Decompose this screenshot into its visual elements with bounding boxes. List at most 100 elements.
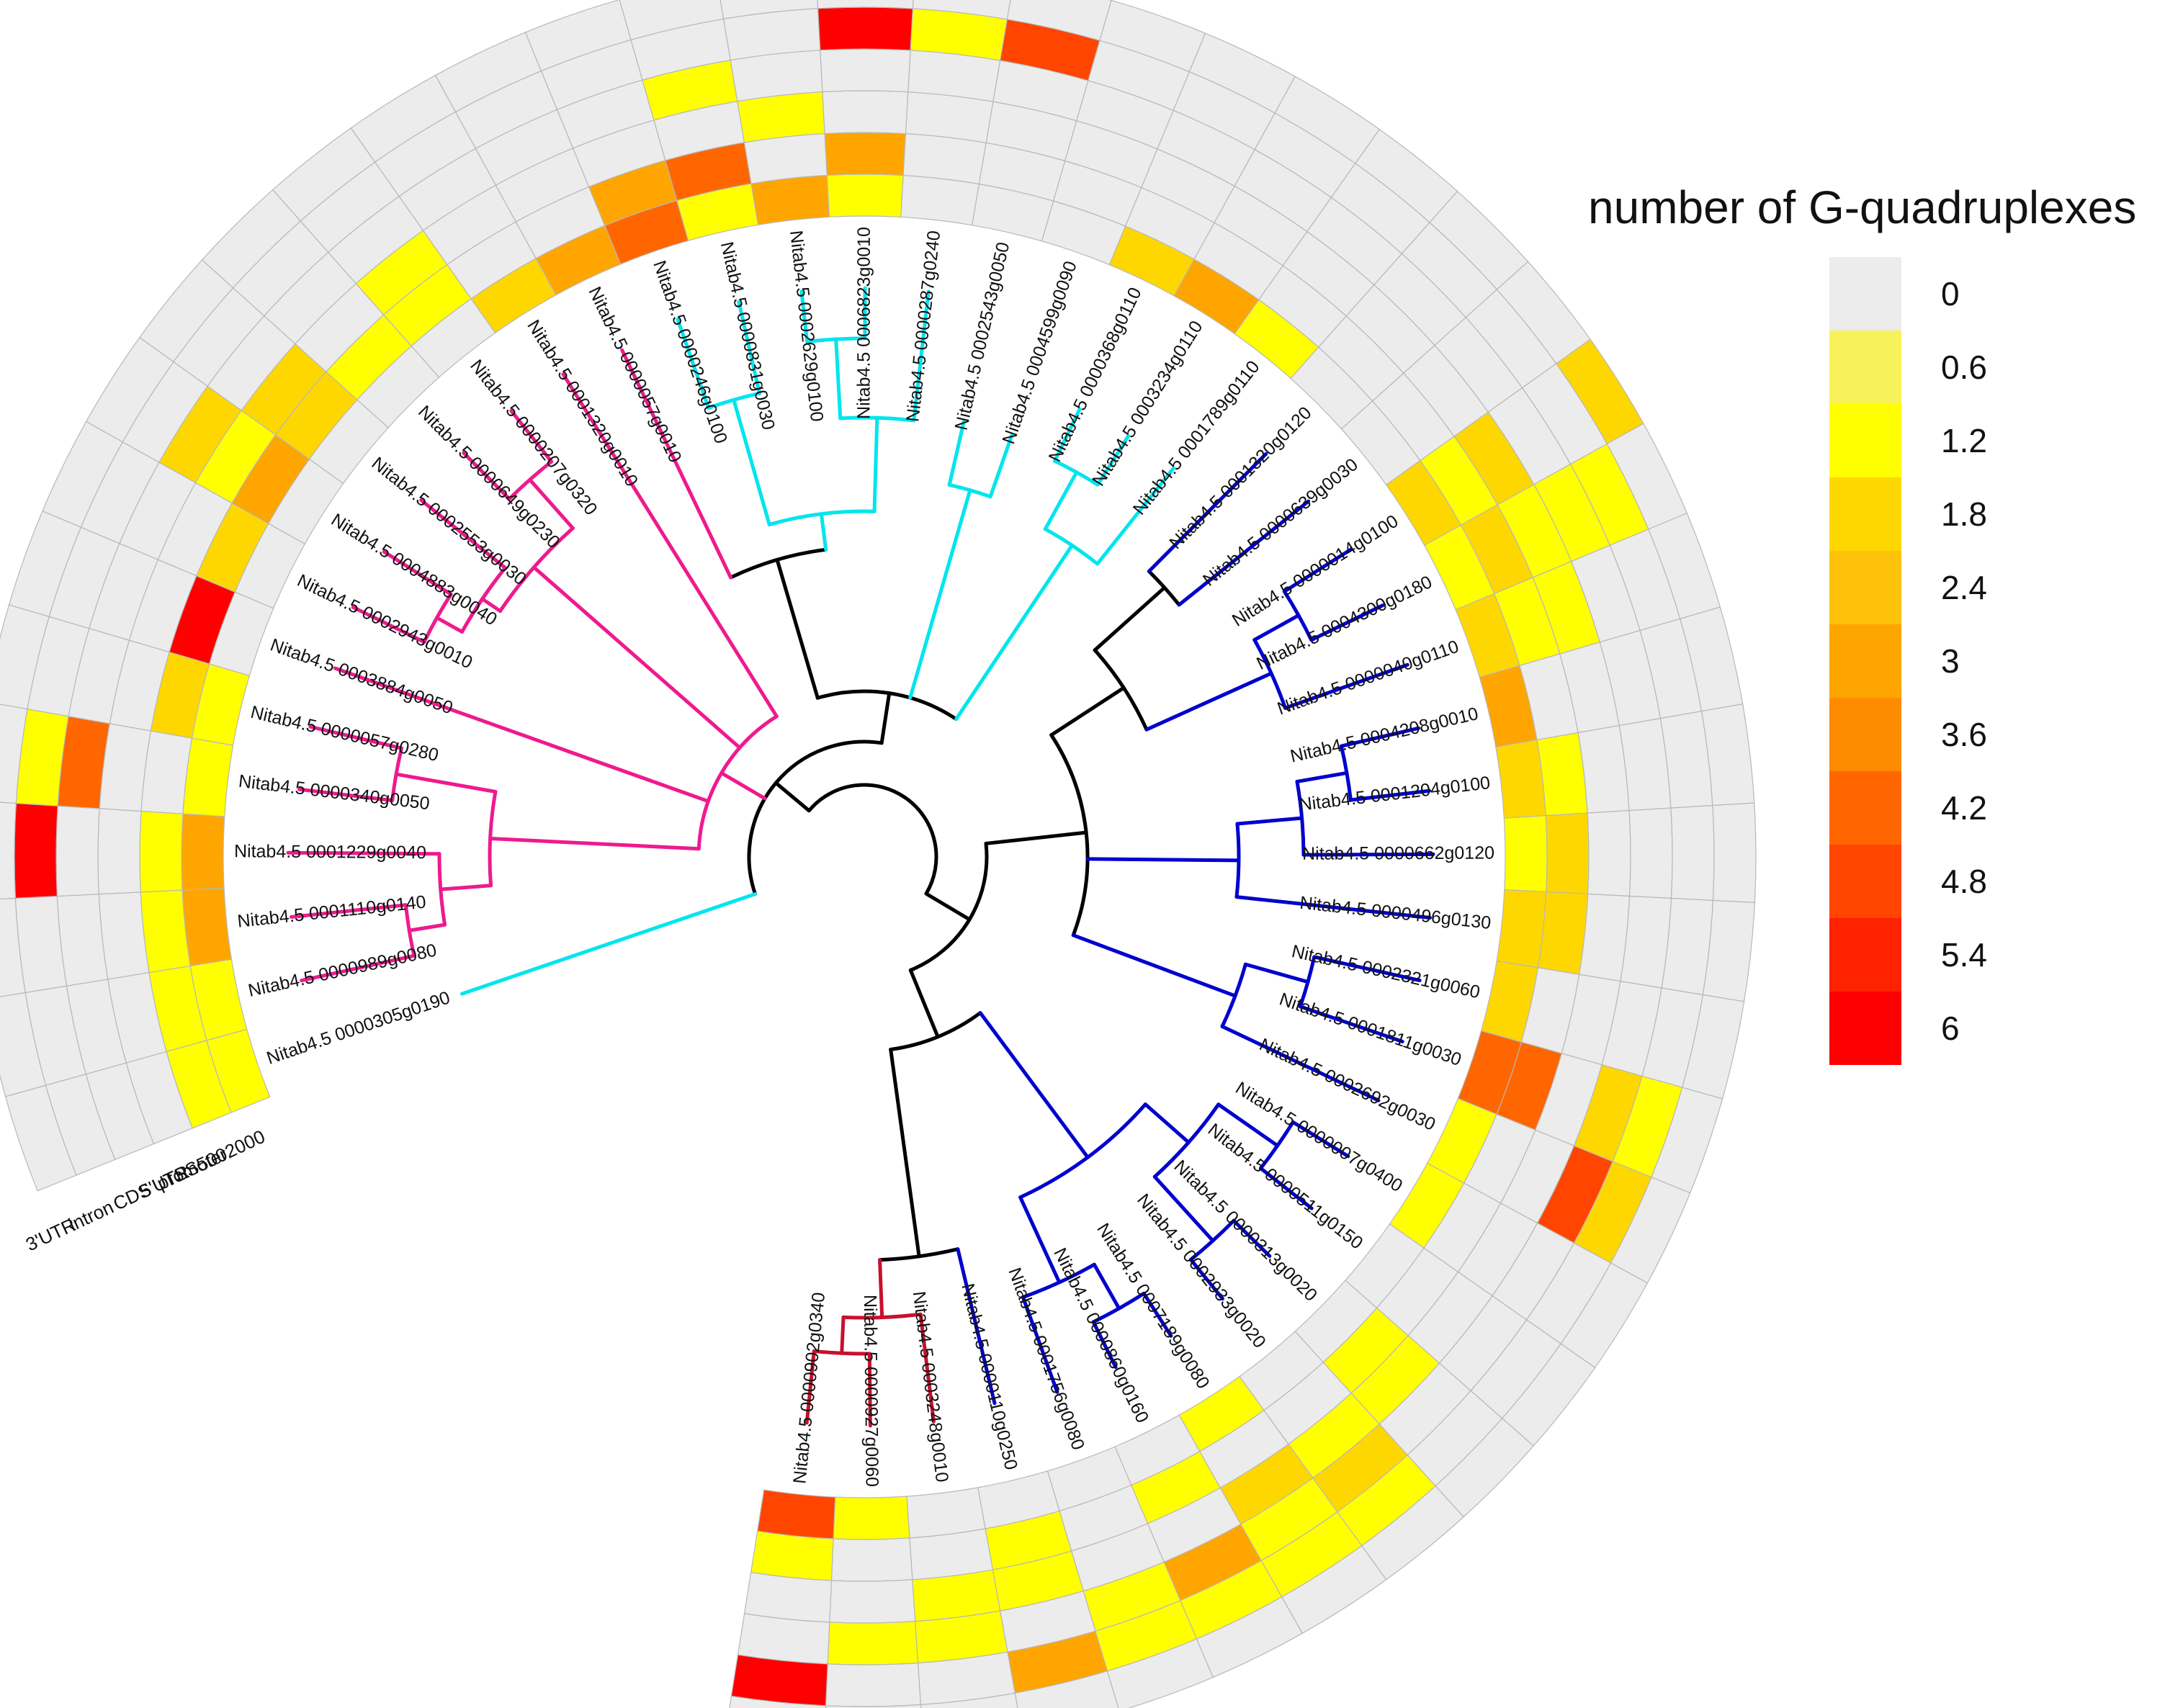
tree-branch (1220, 1024, 1381, 1102)
heatmap-cell (1503, 815, 1548, 893)
tree-branch (1309, 603, 1385, 642)
heatmap-cell (139, 810, 184, 893)
tree-branch (1018, 1195, 1062, 1285)
heatmap-cell (820, 48, 911, 93)
heatmap-cell (824, 132, 907, 176)
tree-branch (879, 691, 892, 745)
heatmap-cell (1545, 812, 1590, 895)
heatmap-cell (181, 813, 225, 891)
phylogenetic-tree (286, 286, 1435, 1428)
tree-branch (1052, 407, 1082, 463)
tree-branch (289, 903, 408, 919)
tree-branch (1298, 1004, 1404, 1044)
heatmap-cell (1670, 804, 1715, 902)
tree-arc (1049, 733, 1090, 938)
tree-arc (1234, 822, 1241, 899)
tree-branch (561, 372, 779, 719)
leaf-label: Nitab4.5 0000313g0020 (1170, 1156, 1321, 1305)
tree-branch (1283, 662, 1409, 710)
tree-branch (947, 420, 966, 487)
tree-arc (460, 566, 508, 634)
tree-branch (1252, 613, 1301, 642)
leaf-label: Nitab4.5 0002933g0020 (1133, 1190, 1270, 1352)
heatmap-cell (14, 802, 58, 899)
tree-branch (1143, 1102, 1191, 1144)
tree-branch (819, 512, 828, 552)
legend-tick-label: 0.6 (1941, 349, 1987, 386)
tree-arc (498, 526, 575, 613)
tree-root-arc (807, 783, 938, 895)
heatmap-cell (757, 1489, 836, 1540)
tree-branch (620, 348, 733, 580)
tree-arc (767, 509, 877, 526)
heatmap-cell (181, 887, 233, 967)
tree-branch (1232, 1218, 1272, 1258)
tree-branch (720, 770, 767, 801)
leaf-label: Nitab4.5 0000649g0230 (414, 402, 564, 552)
heatmap-cell (1628, 807, 1673, 899)
tree-branch (439, 884, 493, 891)
tree-arc (1295, 779, 1306, 857)
legend-tick-label: 3 (1941, 642, 1960, 680)
leaf-label: Nitab4.5 0002321g0060 (1290, 941, 1482, 1002)
heatmap-ring (0, 0, 1757, 1708)
heatmap-cell (0, 897, 26, 997)
heatmap-cell (912, 0, 1011, 20)
leaf-label: Nitab4.5 0002629g0100 (786, 230, 827, 423)
tree-branch (1291, 1120, 1350, 1159)
legend-tick-label: 1.8 (1941, 495, 1987, 533)
tree-branch (488, 836, 701, 851)
heatmap-cell (98, 891, 150, 980)
heatmap-cell (737, 1613, 830, 1665)
tree-branch (1091, 1320, 1118, 1370)
legend-swatch (1829, 624, 1901, 698)
leaf-label: Nitab4.5 0000902g0340 (789, 1291, 829, 1484)
tree-arc (729, 547, 828, 580)
legend-tick-label: 4.2 (1941, 789, 1987, 827)
legend-swatch (1829, 551, 1901, 624)
tree-arc (747, 740, 884, 896)
tree-branch (676, 318, 711, 410)
heatmap-cell (720, 0, 819, 19)
tree-branch (1177, 499, 1311, 607)
tree-branch (1312, 955, 1422, 983)
tree-arc (889, 1011, 982, 1051)
heatmap-cell (822, 90, 909, 135)
heatmap-cell (97, 808, 142, 895)
leaf-label: Nitab4.5 0000989g0080 (246, 940, 439, 1001)
tree-branch (1301, 852, 1435, 857)
leaf-label: Nitab4.5 0000305g0190 (264, 987, 453, 1069)
tree-branch (1339, 726, 1421, 748)
tree-branch (984, 830, 1088, 845)
tree-branch (1093, 585, 1167, 652)
tree-arc (841, 1312, 923, 1320)
leaf-label: Nitab4.5 0002553g0030 (368, 453, 530, 589)
tree-arc (696, 714, 779, 851)
tree-arc (838, 415, 916, 423)
tree-branch (1152, 1174, 1215, 1243)
tree-branch (924, 891, 972, 922)
heatmap-cell (827, 1621, 919, 1666)
tree-arc (1152, 1102, 1221, 1179)
leaf-label: Nitab4.5 0002543g0050 (951, 241, 1014, 432)
heatmap-cell (1537, 891, 1589, 975)
leaf-label: Nitab4.5 0000057g0280 (248, 702, 440, 765)
tree-branch (1188, 1257, 1225, 1301)
tree-arc (1043, 527, 1100, 566)
tree-branch (1258, 1166, 1314, 1210)
tree-branch (297, 787, 395, 803)
tree-arc (437, 852, 447, 927)
tree-branch (333, 666, 710, 804)
leaf-label: Nitab4.5 0000496g0130 (1299, 893, 1492, 933)
tree-branch (908, 968, 940, 1039)
heatmap-cell (750, 1530, 834, 1581)
heatmap-cell (829, 1579, 916, 1624)
tree-branch (435, 616, 465, 634)
heatmap-cell (140, 889, 191, 974)
legend-tick-label: 3.6 (1941, 716, 1987, 753)
tree-branch (394, 772, 498, 794)
heatmap-cell (1106, 1638, 1214, 1708)
tree-branch (480, 597, 503, 613)
